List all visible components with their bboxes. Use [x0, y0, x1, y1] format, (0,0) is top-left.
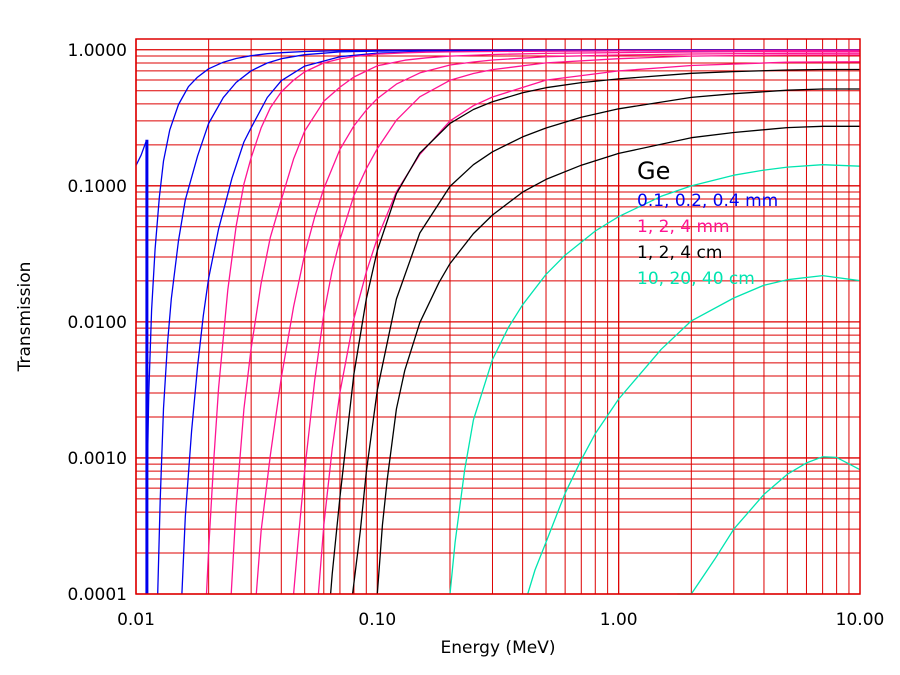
legend: Ge 0.1, 0.2, 0.4 mm 1, 2, 4 mm 1, 2, 4 c…	[637, 157, 778, 289]
series-line-5	[205, 49, 861, 595]
x-tick-label: 0.01	[117, 610, 155, 630]
legend-entry: 0.1, 0.2, 0.4 mm	[637, 191, 778, 211]
series-line-9	[317, 61, 861, 595]
series-line-12	[376, 125, 860, 595]
series-line-14	[527, 274, 861, 595]
legend-entry: 1, 2, 4 cm	[637, 243, 722, 263]
legend-entry: 10, 20, 40 cm	[637, 269, 755, 289]
x-tick-label: 10.00	[836, 610, 885, 630]
series-line-4	[135, 141, 147, 166]
x-axis-title: Energy (MeV)	[441, 638, 556, 658]
legend-entry: 1, 2, 4 mm	[637, 217, 730, 237]
minor-grid	[136, 39, 860, 594]
y-tick-label: 1.0000	[68, 41, 127, 61]
major-grid	[135, 39, 860, 595]
x-tick-label: 1.00	[600, 610, 638, 630]
plot-frame	[135, 38, 861, 595]
series-line-6	[230, 50, 860, 595]
series-line-13	[449, 164, 861, 595]
y-axis-tick-labels: 0.0001 0.0010 0.0100 0.1000 1.0000	[68, 41, 127, 605]
y-tick-label: 0.0010	[68, 449, 127, 469]
series-layer	[135, 49, 861, 595]
series-line-8	[292, 54, 861, 595]
series-line-10	[329, 68, 860, 595]
series-line-1	[157, 49, 860, 595]
y-tick-label: 0.1000	[68, 177, 127, 197]
y-axis-title: Transmission	[15, 262, 35, 373]
legend-title: Ge	[637, 157, 670, 185]
x-axis-tick-labels: 0.01 0.10 1.00 10.00	[117, 610, 884, 630]
series-line-11	[351, 88, 860, 595]
series-line-15	[677, 456, 861, 595]
y-tick-label: 0.0100	[68, 313, 127, 333]
y-tick-label: 0.0001	[68, 585, 127, 605]
series-line-7	[255, 52, 861, 595]
x-tick-label: 0.10	[358, 610, 396, 630]
